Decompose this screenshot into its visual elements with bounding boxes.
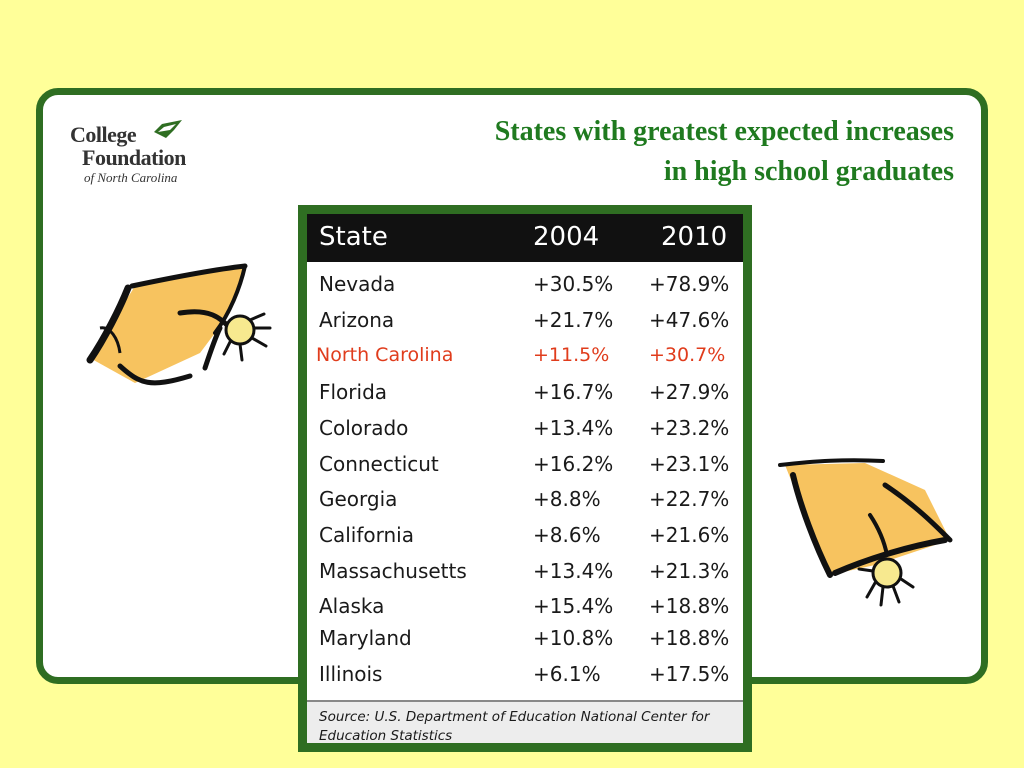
title-line-1: States with greatest expected increases: [494, 116, 954, 147]
cell-state: Georgia: [319, 487, 398, 511]
cell-state: North Carolina: [316, 344, 454, 366]
cell-2010: +18.8%: [649, 594, 730, 618]
cell-2004: +30.5%: [533, 272, 614, 296]
source-line-1: Source: U.S. Department of Education Nat…: [319, 709, 710, 725]
graduation-cap-icon: [86, 263, 272, 386]
logo-line-2: Foundation: [82, 145, 186, 170]
cell-state: Colorado: [319, 416, 409, 440]
cell-2004: +6.1%: [533, 662, 601, 686]
cell-2004: +11.5%: [533, 344, 610, 366]
cell-2004: +13.4%: [533, 416, 614, 440]
cell-2010: +30.7%: [649, 344, 726, 366]
cell-2004: +16.2%: [533, 452, 614, 476]
cell-2010: +17.5%: [649, 662, 730, 686]
cell-state: Maryland: [319, 626, 412, 650]
graduation-cap-icon: [778, 458, 953, 607]
cell-2004: +13.4%: [533, 559, 614, 583]
cell-2004: +10.8%: [533, 626, 614, 650]
cell-2010: +23.1%: [649, 452, 730, 476]
cell-2010: +21.3%: [649, 559, 730, 583]
table-row: Georgia +8.8% +22.7%: [307, 483, 743, 515]
header-2004: 2004: [533, 222, 600, 252]
table-row: Arizona +21.7% +47.6%: [307, 304, 743, 336]
cell-2010: +18.8%: [649, 626, 730, 650]
cell-2004: +8.8%: [533, 487, 601, 511]
cell-2010: +27.9%: [649, 380, 730, 404]
cell-2004: +21.7%: [533, 308, 614, 332]
cell-state: Illinois: [319, 662, 383, 686]
nc-state-shape-icon: [154, 120, 182, 138]
data-table: State 2004 2010 Nevada +30.5% +78.9% Ari…: [298, 205, 752, 752]
table-row: Florida +16.7% +27.9%: [307, 376, 743, 408]
logo-line-1: College: [70, 122, 137, 147]
table-row-highlight: North Carolina +11.5% +30.7%: [307, 340, 743, 372]
title-line-2: in high school graduates: [663, 156, 954, 187]
table-row: Massachusetts +13.4% +21.3%: [307, 555, 743, 587]
cell-state: Connecticut: [319, 452, 439, 476]
cell-state: Nevada: [319, 272, 396, 296]
source-note: Source: U.S. Department of Education Nat…: [307, 700, 743, 744]
table-row: Alaska +15.4% +18.8%: [307, 590, 743, 622]
slide-title: States with greatest expected increases …: [354, 112, 954, 192]
table-row: Colorado +13.4% +23.2%: [307, 412, 743, 444]
cell-2010: +78.9%: [649, 272, 730, 296]
header-state: State: [319, 222, 388, 252]
table-header: State 2004 2010: [307, 214, 743, 262]
cell-2004: +8.6%: [533, 523, 601, 547]
cell-state: Florida: [319, 380, 388, 404]
data-table-inner: State 2004 2010 Nevada +30.5% +78.9% Ari…: [307, 214, 743, 744]
table-row: Illinois +6.1% +17.5%: [307, 658, 743, 690]
cell-state: Arizona: [319, 308, 395, 332]
table-row: Connecticut +16.2% +23.1%: [307, 448, 743, 480]
table-row: Nevada +30.5% +78.9%: [307, 268, 743, 300]
table-row: California +8.6% +21.6%: [307, 519, 743, 551]
cell-2004: +15.4%: [533, 594, 614, 618]
logo-line-3: of North Carolina: [84, 170, 178, 185]
cell-2010: +47.6%: [649, 308, 730, 332]
cell-2010: +22.7%: [649, 487, 730, 511]
table-row: Maryland +10.8% +18.8%: [307, 622, 743, 654]
cell-state: Massachusetts: [319, 559, 467, 583]
cell-state: Alaska: [319, 594, 385, 618]
college-foundation-logo: College Foundation of North Carolina: [66, 118, 216, 198]
cell-2004: +16.7%: [533, 380, 614, 404]
cell-2010: +23.2%: [649, 416, 730, 440]
source-line-2: Education Statistics: [319, 728, 453, 744]
cell-2010: +21.6%: [649, 523, 730, 547]
header-2010: 2010: [661, 222, 728, 252]
cell-state: California: [319, 523, 414, 547]
